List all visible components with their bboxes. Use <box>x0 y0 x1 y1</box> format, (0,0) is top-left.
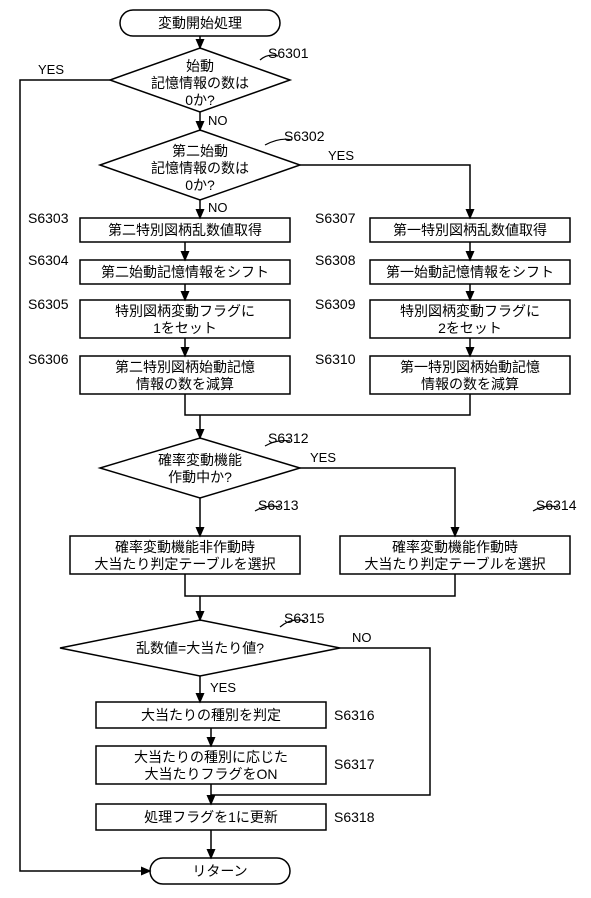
p14-text: 確率変動機能作動時大当たり判定テーブルを選択 <box>340 539 570 573</box>
p9-text: 特別図柄変動フラグに2をセット <box>370 303 570 337</box>
p7-text: 第一特別図柄乱数値取得 <box>370 222 570 239</box>
p13-step: S6313 <box>258 497 298 513</box>
p16-step: S6316 <box>334 707 374 723</box>
p3-step: S6303 <box>28 210 68 226</box>
d1-text: 始動記憶情報の数は0か? <box>130 58 270 108</box>
p4-text: 第二始動記憶情報をシフト <box>80 264 290 281</box>
d1-yes: YES <box>38 62 64 77</box>
p18-text: 処理フラグを1に更新 <box>96 809 326 826</box>
d2-yes: YES <box>328 148 354 163</box>
p17-text: 大当たりの種別に応じた大当たりフラグをON <box>96 749 326 783</box>
p13-text: 確率変動機能非作動時大当たり判定テーブルを選択 <box>70 539 300 573</box>
d1-step: S6301 <box>268 45 308 61</box>
start-label: 変動開始処理 <box>120 15 280 32</box>
p16-text: 大当たりの種別を判定 <box>96 707 326 724</box>
d2-no: NO <box>208 200 228 215</box>
p17-step: S6317 <box>334 756 374 772</box>
d1-no: NO <box>208 113 228 128</box>
p10-step: S6310 <box>315 351 355 367</box>
p4-step: S6304 <box>28 252 68 268</box>
d12-text: 確率変動機能作動中か? <box>120 452 280 486</box>
p8-step: S6308 <box>315 252 355 268</box>
p6-step: S6306 <box>28 351 68 367</box>
d15-text: 乱数値=大当たり値? <box>80 640 320 657</box>
p3-text: 第二特別図柄乱数値取得 <box>80 222 290 239</box>
d15-step: S6315 <box>284 610 324 626</box>
p6-text: 第二特別図柄始動記憶情報の数を減算 <box>80 359 290 393</box>
p18-step: S6318 <box>334 809 374 825</box>
d15-yes: YES <box>210 680 236 695</box>
p8-text: 第一始動記憶情報をシフト <box>370 264 570 281</box>
p5-text: 特別図柄変動フラグに1をセット <box>80 303 290 337</box>
p14-step: S6314 <box>536 497 576 513</box>
d12-yes: YES <box>310 450 336 465</box>
d12-step: S6312 <box>268 430 308 446</box>
p7-step: S6307 <box>315 210 355 226</box>
d2-text: 第二始動記憶情報の数は0か? <box>120 143 280 193</box>
p10-text: 第一特別図柄始動記憶情報の数を減算 <box>370 359 570 393</box>
d15-no: NO <box>352 630 372 645</box>
d2-step: S6302 <box>284 128 324 144</box>
p5-step: S6305 <box>28 296 68 312</box>
p9-step: S6309 <box>315 296 355 312</box>
return-label: リターン <box>150 863 290 880</box>
